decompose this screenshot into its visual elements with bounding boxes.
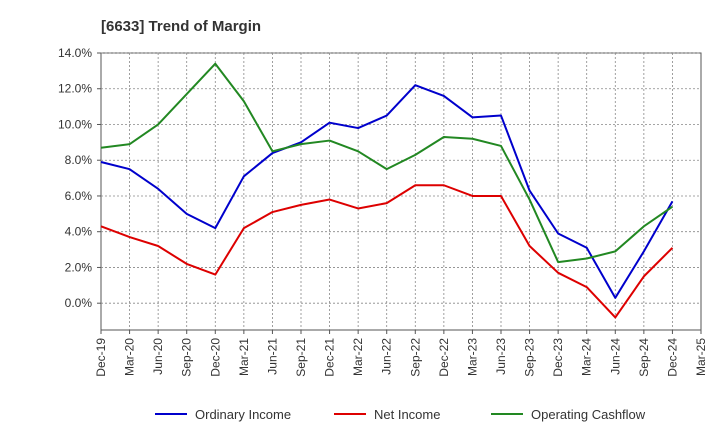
x-tick-label: Jun-21 [265,338,279,375]
y-tick-label: 10.0% [58,117,92,131]
x-tick-label: Mar-21 [237,338,251,376]
x-tick-label: Mar-24 [580,338,594,376]
legend-label: Ordinary Income [195,407,291,422]
x-tick-label: Jun-24 [608,338,622,375]
y-tick-label: 2.0% [65,260,93,274]
x-tick-label: Mar-23 [465,338,479,376]
x-tick-label: Jun-20 [151,338,165,375]
x-tick-label: Mar-20 [123,338,137,376]
x-tick-label: Sep-24 [637,338,651,377]
y-tick-label: 0.0% [65,296,93,310]
chart-title: [6633] Trend of Margin [101,18,261,35]
series-line-operating-cashflow [100,62,673,264]
legend-label: Net Income [374,407,440,422]
x-tick-label: Dec-23 [551,338,565,377]
x-tick-label: Dec-20 [208,338,222,377]
x-tick-label: Dec-22 [437,338,451,377]
y-tick-label: 6.0% [65,189,93,203]
x-tick-label: Sep-23 [523,338,537,377]
legend: Ordinary Income Net Income Operating Cashf… [155,407,646,422]
x-tick-label: Mar-25 [694,338,708,376]
series-line-ordinary-income [100,84,674,299]
series-line-net-income [100,184,674,319]
x-axis-ticks: Dec-19 Mar-20 Jun-20 Sep-20 Dec-20 Mar-21 Jun-… [94,330,708,377]
x-tick-label: Sep-21 [294,338,308,377]
series-lines [100,62,674,319]
x-tick-label: Jun-22 [380,338,394,375]
y-tick-label: 12.0% [58,82,92,96]
y-tick-label: 14.0% [58,46,92,60]
x-tick-label: Dec-19 [94,338,108,377]
y-axis-ticks: 14.0% 12.0% 10.0% 8.0% 6.0% 4.0% 2.0% 0.0% [58,46,101,310]
x-tick-label: Mar-22 [351,338,365,376]
grid-lines [101,52,701,330]
legend-label: Operating Cashflow [531,407,646,422]
y-tick-label: 4.0% [65,225,93,239]
x-tick-label: Sep-22 [408,338,422,377]
x-tick-label: Sep-20 [180,338,194,377]
x-tick-label: Dec-24 [665,338,679,377]
y-tick-label: 8.0% [65,153,93,167]
x-tick-label: Jun-23 [494,338,508,375]
x-tick-label: Dec-21 [323,338,337,377]
